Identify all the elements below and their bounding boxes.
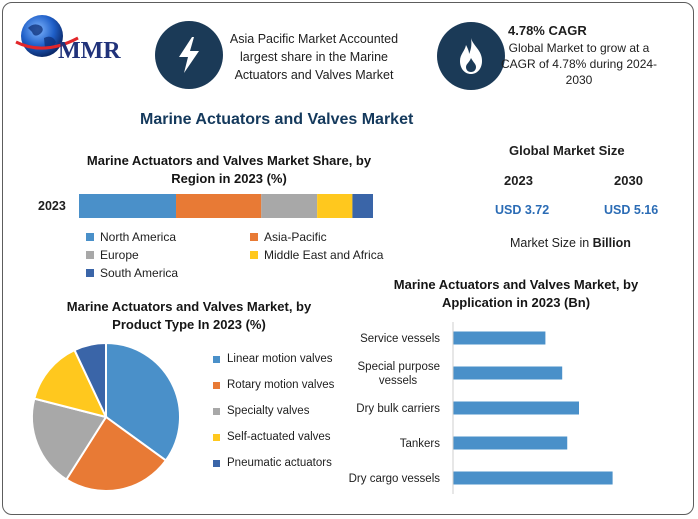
year-2023: 2023 — [504, 173, 533, 188]
pie-legend-label: Pneumatic actuators — [227, 457, 332, 469]
pie-swatch-linear — [213, 355, 220, 363]
cagr-text: Global Market to grow at a CAGR of 4.78%… — [500, 41, 658, 87]
legend-swatch-europe — [86, 251, 94, 259]
logo: MMR — [14, 12, 144, 68]
pie-slice-linear-motion-valves — [105, 341, 181, 462]
legend-south-america: South America — [86, 266, 178, 280]
legend-label: Asia-Pacific — [264, 230, 327, 244]
region-bar-segment-north-america — [79, 194, 177, 218]
highlight-text: Asia Pacific Market Accounted largest sh… — [229, 32, 399, 82]
application-tick-label: Tankers — [400, 438, 441, 450]
unit-note: Market Size in Billion — [510, 236, 631, 250]
pie-slice-rotary-motion-valves — [64, 415, 168, 492]
pie-legend-label: Specialty valves — [227, 405, 310, 417]
legend-swatch-middle-east-africa — [250, 251, 258, 259]
region-chart-title: Marine Actuators and Valves Market Share… — [86, 153, 372, 186]
unit-note-prefix: Market Size in — [510, 236, 593, 250]
application-tick-label-line: Service vessels — [360, 333, 440, 345]
pie-slice-specialty-valves — [31, 397, 108, 481]
flame-icon — [460, 38, 482, 74]
pie-swatch-rotary — [213, 381, 220, 389]
application-tick-label: Dry bulk carriers — [356, 403, 440, 415]
main-title: Marine Actuators and Valves Market — [140, 111, 414, 128]
logo-text: MMR — [58, 38, 121, 64]
value-2030: USD 5.16 — [604, 203, 659, 217]
region-bar-segment-south-america — [352, 194, 373, 218]
value-2023: USD 3.72 — [495, 203, 550, 217]
pie-legend-label: Linear motion valves — [227, 353, 333, 365]
legend-label: North America — [100, 230, 177, 244]
legend-label: Europe — [100, 248, 139, 262]
region-bar-segment-middle-east-and-africa — [317, 194, 353, 218]
pie-slice-pneumatic-actuators — [73, 341, 107, 418]
pie-swatch-specialty — [213, 407, 220, 415]
application-tick-label-line: Dry bulk carriers — [356, 403, 440, 415]
region-bar-segment-europe — [261, 194, 318, 218]
region-bar-segment-asia-pacific — [176, 194, 262, 218]
legend-label: Middle East and Africa — [264, 248, 384, 262]
application-tick-label-line: vessels — [379, 375, 418, 387]
legend-swatch-asia-pacific — [250, 233, 258, 241]
application-tick-label-line: Tankers — [400, 438, 441, 450]
application-bar-dry-bulk-carriers — [453, 401, 579, 415]
pie-legend-specialty: Specialty valves — [213, 405, 309, 417]
globe-icon — [15, 15, 79, 57]
legend-asia-pacific: Asia-Pacific — [250, 230, 327, 244]
lightning-icon — [179, 37, 199, 73]
legend-europe: Europe — [86, 248, 139, 262]
legend-north-america: North America — [86, 230, 176, 244]
application-chart-title: Marine Actuators and Valves Market, by A… — [393, 277, 639, 310]
legend-swatch-north-america — [86, 233, 94, 241]
application-tick-label: Dry cargo vessels — [349, 473, 441, 485]
application-bar-dry-cargo-vessels — [453, 471, 613, 485]
legend-label: South America — [100, 266, 179, 280]
region-category-label: 2023 — [38, 199, 66, 213]
product-chart-title: Marine Actuators and Valves Market, by P… — [66, 299, 312, 332]
legend-middle-east-africa: Middle East and Africa — [250, 248, 383, 262]
unit-note-bold: Billion — [592, 236, 631, 250]
application-tick-label: Service vessels — [360, 333, 440, 345]
pie-legend-self-actuated: Self-actuated valves — [213, 431, 331, 443]
global-size-title: Global Market Size — [509, 143, 625, 158]
application-tick-label-line: Special purpose — [358, 361, 440, 373]
cagr-title: 4.78% CAGR — [508, 23, 587, 38]
application-bar-service-vessels — [453, 331, 546, 345]
year-2030: 2030 — [614, 173, 643, 188]
pie-legend-pneumatic: Pneumatic actuators — [213, 457, 332, 469]
pie-slice-self-actuated-valves — [33, 348, 108, 419]
pie-legend-label: Self-actuated valves — [227, 431, 331, 443]
application-tick-label: Special purpose vessels — [358, 361, 440, 387]
lightning-badge — [155, 21, 223, 89]
pie-legend-linear: Linear motion valves — [213, 353, 332, 365]
pie-swatch-pneumatic — [213, 459, 220, 467]
application-bar-special-purpose-vessels — [453, 366, 563, 380]
infographic-frame — [2, 2, 694, 515]
application-bar-tankers — [453, 436, 568, 450]
pie-legend-rotary: Rotary motion valves — [213, 379, 334, 391]
legend-swatch-south-america — [86, 269, 94, 277]
flame-badge — [437, 22, 505, 90]
pie-legend-label: Rotary motion valves — [227, 379, 335, 391]
pie-swatch-self-actuated — [213, 433, 220, 441]
application-tick-label-line: Dry cargo vessels — [349, 473, 441, 485]
